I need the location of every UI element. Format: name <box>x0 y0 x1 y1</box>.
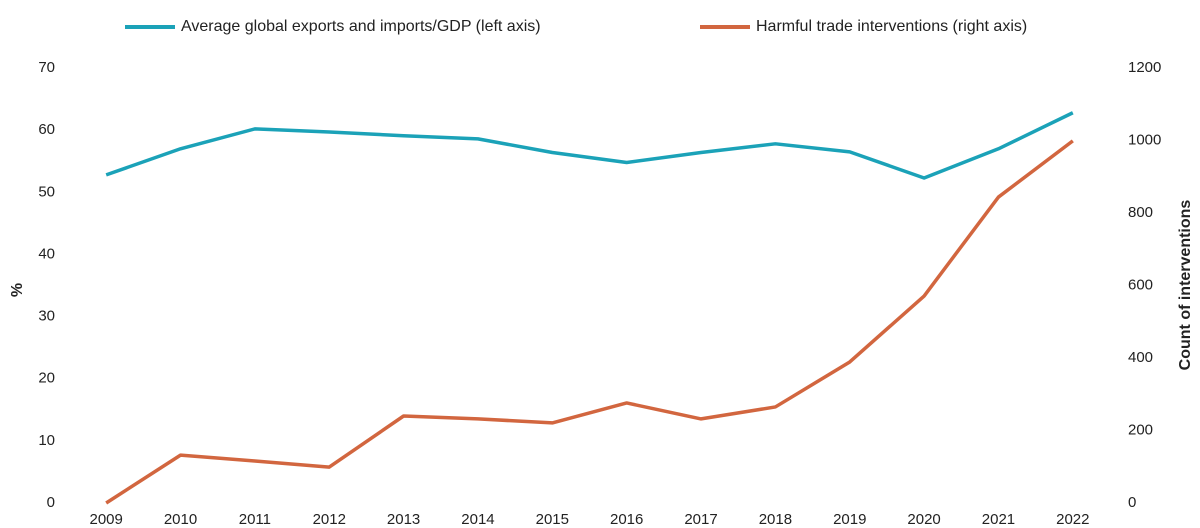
x-tick-label: 2010 <box>164 511 197 528</box>
legend-label: Average global exports and imports/GDP (… <box>181 18 541 35</box>
y-tick-label: 60 <box>38 121 55 138</box>
y2-axis-title: Count of interventions <box>1177 200 1194 371</box>
y2-tick-label: 800 <box>1128 204 1153 221</box>
y-tick-label: 0 <box>47 494 55 511</box>
y2-tick-label: 1000 <box>1128 131 1161 148</box>
x-tick-label: 2016 <box>610 511 643 528</box>
x-tick-label: 2018 <box>759 511 792 528</box>
x-tick-label: 2022 <box>1056 511 1089 528</box>
x-tick-label: 2015 <box>536 511 569 528</box>
y-tick-label: 50 <box>38 183 55 200</box>
y2-tick-label: 200 <box>1128 421 1153 438</box>
x-tick-label: 2011 <box>239 511 271 528</box>
series-line <box>105 139 1074 505</box>
y-tick-label: 10 <box>38 432 55 449</box>
x-tick-label: 2012 <box>313 511 346 528</box>
y2-tick-label: 400 <box>1128 349 1153 366</box>
y2-tick-label: 600 <box>1128 276 1153 293</box>
x-tick-label: 2020 <box>907 511 940 528</box>
x-tick-label: 2019 <box>833 511 866 528</box>
x-tick-label: 2013 <box>387 511 420 528</box>
legend-label: Harmful trade interventions (right axis) <box>756 18 1027 35</box>
y2-tick-label: 1200 <box>1128 59 1161 76</box>
y-tick-label: 70 <box>38 59 55 76</box>
y-axis-title: % <box>9 283 26 297</box>
y2-tick-label: 0 <box>1128 494 1136 511</box>
x-tick-label: 2009 <box>89 511 122 528</box>
y-tick-label: 30 <box>38 308 55 325</box>
y-tick-label: 20 <box>38 370 55 387</box>
y-tick-label: 40 <box>38 245 55 262</box>
series-line <box>105 111 1074 180</box>
x-tick-label: 2014 <box>461 511 494 528</box>
x-tick-label: 2017 <box>684 511 717 528</box>
x-tick-label: 2021 <box>982 511 1015 528</box>
